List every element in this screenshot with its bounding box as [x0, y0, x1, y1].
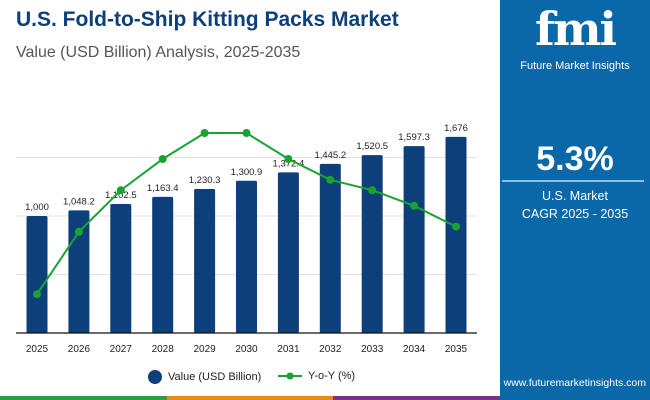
- data-label: 1,048.2: [63, 196, 95, 207]
- yoy-point: [326, 175, 335, 184]
- legend-label: Value (USD Billion): [168, 371, 262, 383]
- legend-item-value: Value (USD Billion): [148, 370, 261, 384]
- bar: [361, 155, 383, 333]
- x-tick-label: 2032: [319, 344, 342, 355]
- x-tick-label: 2029: [193, 344, 216, 355]
- yoy-point: [368, 186, 377, 195]
- yoy-point: [452, 222, 460, 231]
- x-tick-label: 2027: [110, 344, 133, 355]
- data-label: 1,597.3: [398, 132, 430, 143]
- data-label: 1,520.5: [356, 141, 388, 152]
- bar: [236, 180, 257, 333]
- yoy-point: [158, 155, 167, 163]
- bar: [26, 216, 48, 333]
- bar: [194, 189, 216, 333]
- data-label: 1,676: [444, 123, 468, 134]
- cagr-label-period: CAGR 2025 - 2035: [521, 207, 629, 221]
- bar: [403, 146, 425, 333]
- website-link[interactable]: www.futuremarketinsights.com: [503, 377, 646, 389]
- cagr-label-market: U.S. Market: [542, 189, 608, 203]
- data-label: 1,372.4: [273, 158, 305, 169]
- chart: 1,000 2025 1,048.2 2026 1,102.5 2027 1,163.4 20…: [16, 123, 477, 355]
- x-tick-label: 2033: [361, 344, 384, 355]
- x-tick-label: 2035: [445, 344, 468, 355]
- yoy-point: [33, 290, 41, 299]
- data-label: 1,102.5: [105, 190, 137, 201]
- chart-title: U.S. Fold-to-Ship Kitting Packs Market: [16, 8, 399, 31]
- x-tick-label: 2030: [235, 344, 258, 355]
- x-tick-label: 2028: [152, 344, 175, 355]
- sidebar: fmi Future Market Insights 5.3% U.S. Mar…: [500, 0, 650, 400]
- x-tick-label: 2031: [277, 344, 300, 355]
- legend-label: Y-o-Y (%): [308, 370, 356, 382]
- data-label: 1,230.3: [189, 175, 221, 186]
- bar: [445, 136, 467, 333]
- x-tick-label: 2034: [403, 344, 426, 355]
- data-label: 1,300.9: [231, 167, 263, 178]
- bar: [152, 196, 174, 333]
- legend-bar-swatch: [148, 370, 162, 384]
- bar: [110, 204, 132, 333]
- yoy-point: [242, 129, 251, 137]
- data-label: 1,000: [25, 202, 49, 213]
- legend-line-swatch: [278, 372, 302, 380]
- divider: [502, 180, 644, 182]
- legend-item-yoy: Y-o-Y (%): [278, 370, 355, 382]
- cagr-value: 5.3%: [536, 140, 614, 178]
- bar: [277, 172, 299, 333]
- logo-text: Future Market Insights: [520, 60, 630, 72]
- yoy-point: [74, 227, 83, 236]
- yoy-point: [410, 201, 419, 210]
- x-tick-label: 2026: [68, 344, 91, 355]
- yoy-point: [284, 155, 293, 163]
- yoy-point: [200, 129, 209, 137]
- data-label: 1,445.2: [314, 150, 346, 161]
- yoy-point: [116, 186, 125, 195]
- color-strip: [0, 396, 501, 400]
- data-label: 1,163.4: [147, 183, 179, 194]
- fmi-logo: fmi: [535, 2, 617, 56]
- bar: [319, 163, 341, 333]
- chart-subtitle: Value (USD Billion) Analysis, 2025-2035: [16, 44, 301, 61]
- x-tick-label: 2025: [26, 344, 49, 355]
